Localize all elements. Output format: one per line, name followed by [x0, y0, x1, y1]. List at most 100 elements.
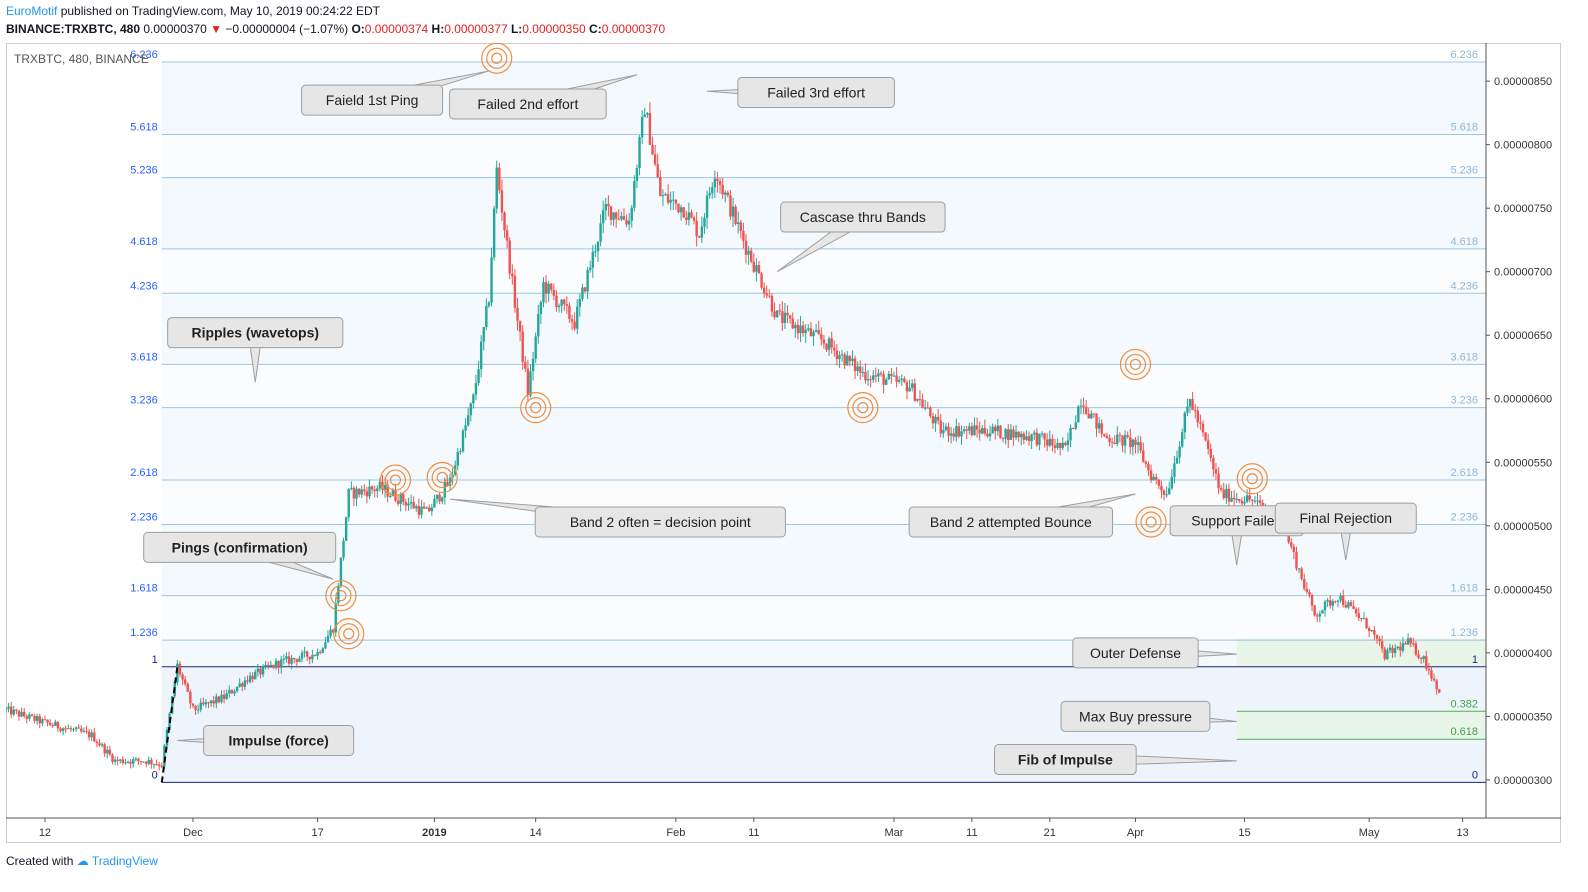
candle-body — [633, 180, 636, 208]
candle-body — [796, 324, 800, 334]
candle-body — [781, 311, 784, 324]
candle-body — [1331, 601, 1335, 606]
candle-body — [1318, 613, 1322, 617]
callout-failed-1st-ping: Faield 1st Ping — [301, 70, 490, 116]
candle-body — [1370, 630, 1373, 632]
candle-body — [152, 764, 156, 766]
candle-body — [313, 655, 317, 657]
fib-band-fill — [161, 407, 1487, 481]
candle-body — [692, 217, 696, 221]
candle-body — [217, 696, 221, 703]
candle-body — [233, 691, 236, 694]
candle-body — [1360, 618, 1363, 620]
ping-ring — [1135, 506, 1167, 538]
candle-body — [1248, 495, 1251, 500]
candle-body — [775, 310, 779, 318]
x-tick-label: Mar — [885, 827, 904, 839]
candle-body — [295, 659, 299, 662]
candle-body — [1316, 615, 1319, 617]
candle-body — [1025, 436, 1028, 440]
candle-body — [277, 660, 280, 668]
candle-body — [804, 329, 807, 334]
ping-ring — [1119, 348, 1152, 381]
candle-body — [846, 355, 849, 366]
candle-body — [1030, 434, 1033, 442]
candle-body — [448, 477, 452, 486]
candle-body — [705, 195, 709, 218]
fib-label-left: 5.236 — [130, 165, 158, 177]
candle-body — [908, 387, 911, 392]
candle-body — [589, 267, 592, 270]
y-tick-label: 0.00000400 — [1494, 648, 1552, 660]
candle-body — [386, 485, 389, 497]
candle-body — [1012, 429, 1015, 438]
candle-body — [142, 761, 145, 763]
candle-body — [674, 199, 678, 204]
candle-body — [721, 184, 724, 195]
symbol-name: BINANCE:TRXBTC, 480 — [6, 22, 141, 36]
candle-body — [677, 203, 680, 213]
candle-body — [215, 696, 218, 704]
close-label: C: — [589, 22, 602, 36]
candle-body — [900, 378, 903, 381]
candle-body — [282, 658, 286, 660]
candle-body — [1414, 643, 1418, 655]
candle-body — [1084, 407, 1088, 414]
candle-body — [739, 222, 743, 231]
x-tick-label: 21 — [1044, 827, 1056, 839]
callout-text: Cascase thru Bands — [800, 209, 926, 225]
candle-body — [1310, 595, 1314, 606]
callout-band2-decision: Band 2 often = decision point — [449, 498, 786, 538]
callout-cover — [450, 89, 606, 118]
max-buy-zone — [1236, 711, 1486, 740]
tradingview-link[interactable]: TradingView — [91, 854, 158, 868]
candle-body — [360, 489, 363, 495]
candle-body — [254, 671, 257, 680]
callout-text: Impulse (force) — [228, 733, 328, 749]
candle-body — [669, 199, 672, 203]
candle-body — [1323, 601, 1327, 611]
candle-body — [640, 116, 644, 138]
candle-body — [461, 430, 465, 452]
candle-body — [874, 375, 878, 377]
callout-failed-3rd-effort: Failed 3rd effort — [707, 77, 895, 109]
chart-frame[interactable]: 0 0 1 1 1.236 1.236 1.618 1.618 2.236 2.236 2.618 2… — [4, 42, 1561, 843]
candle-body — [794, 324, 797, 329]
candle-body — [1219, 488, 1223, 490]
x-tick-label: 14 — [530, 827, 542, 839]
candle-body — [1162, 490, 1166, 495]
candle-body — [718, 181, 722, 185]
ping-ring — [1236, 463, 1268, 495]
candle-body — [147, 759, 151, 764]
y-tick-label: 0.00000700 — [1494, 267, 1552, 279]
fib-label-right: 6.236 — [1450, 49, 1478, 61]
candle-body — [729, 195, 732, 217]
candle-body — [734, 206, 737, 225]
candle-body — [1352, 606, 1355, 609]
candle-body — [547, 283, 550, 294]
candle-body — [1004, 429, 1007, 439]
candle-body — [1134, 439, 1137, 445]
candle-body — [160, 765, 163, 767]
author-link[interactable]: EuroMotif — [6, 4, 58, 18]
candle-body — [311, 655, 314, 660]
candle-body — [1243, 501, 1246, 504]
candle-body — [586, 269, 589, 292]
candle-body — [643, 114, 646, 117]
candle-body — [916, 399, 919, 401]
candle-body — [1422, 656, 1425, 659]
candle-body — [352, 487, 356, 499]
candle-body — [1170, 476, 1174, 489]
candle-body — [737, 222, 740, 225]
candle-body — [1175, 457, 1179, 464]
candle-body — [609, 206, 613, 220]
ping-ring — [379, 464, 412, 496]
candle-body — [230, 690, 234, 694]
ping-ring — [847, 392, 879, 424]
candle-body — [422, 506, 426, 509]
candle-body — [155, 764, 158, 766]
callout-fib-of-impulse: Fib of Impulse — [994, 744, 1237, 776]
candle-body — [1097, 423, 1101, 429]
candle-body — [973, 425, 976, 436]
